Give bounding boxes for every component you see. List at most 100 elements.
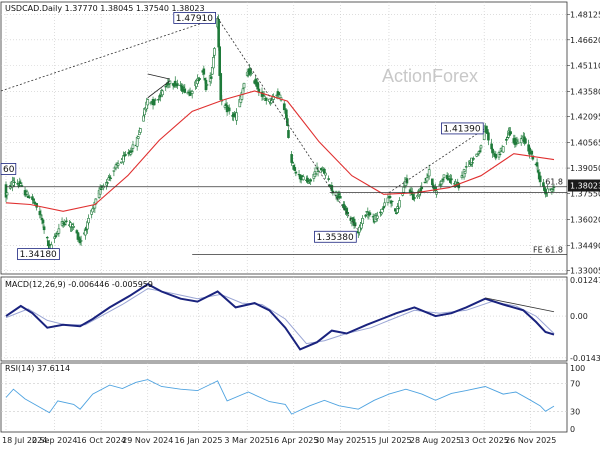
candle-body bbox=[316, 170, 320, 172]
rsi-panel bbox=[5, 379, 555, 415]
last-price-label: 1.38023 bbox=[570, 182, 600, 191]
candle-body bbox=[84, 230, 87, 236]
candle-body bbox=[213, 48, 216, 56]
price-y-tick-label: 1.40565 bbox=[570, 138, 600, 147]
price-annotation-label: 60 bbox=[3, 165, 15, 175]
rsi-y-tick-label: 0 bbox=[570, 425, 575, 434]
x-tick-label: 16 Jan 2025 bbox=[175, 436, 223, 445]
candle-body bbox=[32, 198, 35, 201]
candle-body bbox=[130, 150, 134, 153]
candle-body bbox=[159, 95, 162, 98]
candle-body bbox=[217, 18, 220, 48]
candle-body bbox=[256, 82, 260, 90]
candle-body bbox=[249, 69, 252, 73]
candle-body bbox=[57, 228, 61, 234]
candle-body bbox=[277, 92, 281, 96]
panel-frame-2 bbox=[0, 276, 568, 362]
candle-body bbox=[203, 78, 207, 81]
candle-body bbox=[456, 181, 460, 184]
macd-y-tick-label: -0.014389 bbox=[570, 354, 600, 363]
candle-body bbox=[396, 206, 399, 213]
candle-body bbox=[124, 154, 127, 156]
candle-body bbox=[294, 171, 298, 174]
price-annotation-box bbox=[173, 12, 216, 24]
candle-body bbox=[108, 176, 111, 179]
x-tick-label: 3 Mar 2025 bbox=[224, 436, 270, 445]
candle-body bbox=[383, 202, 387, 207]
candle-body bbox=[501, 146, 505, 153]
candle-body bbox=[285, 109, 288, 119]
moving-average-line bbox=[5, 90, 555, 212]
candle-body bbox=[491, 148, 494, 154]
macd-y-tick-label: 0.012472 bbox=[570, 276, 600, 285]
candle-body bbox=[394, 208, 397, 212]
candle-body bbox=[536, 170, 540, 173]
price-panel: 61.8 FE 61.8 1.47910 1.41390 1.35380 1.34180 6… bbox=[0, 12, 567, 260]
candle-body bbox=[298, 174, 302, 180]
candle-body bbox=[16, 183, 19, 185]
candle-body bbox=[402, 186, 406, 193]
grid-lines bbox=[1, 2, 567, 432]
candle-body bbox=[450, 178, 453, 181]
price-annotation-box bbox=[314, 230, 357, 243]
candle-body bbox=[38, 210, 42, 216]
candle-body bbox=[287, 130, 290, 138]
price-annotation-label: 1.35380 bbox=[316, 233, 353, 243]
price-y-tick-label: 1.43580 bbox=[570, 87, 600, 96]
candle-body bbox=[13, 181, 16, 184]
candle-body bbox=[197, 79, 200, 82]
macd-panel bbox=[5, 283, 555, 351]
rsi-panel-title: RSI(14) 37.6114 bbox=[5, 364, 70, 373]
candle-body bbox=[505, 138, 508, 141]
candle-body bbox=[106, 182, 109, 184]
panel-frame-1 bbox=[0, 1, 568, 275]
candle-body bbox=[99, 188, 103, 191]
candle-body bbox=[457, 182, 461, 189]
candle-body bbox=[314, 173, 318, 176]
trendline-dotted bbox=[0, 17, 218, 92]
price-annotation-label: 1.47910 bbox=[176, 14, 213, 24]
candle-body bbox=[242, 82, 246, 89]
price-panel-title: USDCAD.Daily 1.37770 1.38045 1.37540 1.3… bbox=[5, 4, 205, 13]
candle-body bbox=[127, 152, 131, 155]
candle-body bbox=[361, 218, 364, 224]
candle-body bbox=[198, 78, 201, 80]
candle-body bbox=[218, 46, 221, 76]
candle-body bbox=[69, 222, 72, 228]
price-y-tick-label: 1.46620 bbox=[570, 36, 600, 45]
candle-body bbox=[27, 196, 31, 199]
macd-signal-line bbox=[5, 288, 555, 345]
candle-body bbox=[546, 188, 549, 194]
pattern-line bbox=[147, 73, 171, 80]
candle-body bbox=[538, 175, 542, 182]
candle-body bbox=[528, 147, 531, 155]
candle-body bbox=[364, 214, 367, 217]
level-line-label: FE 61.8 bbox=[533, 246, 563, 255]
candle-body bbox=[447, 176, 451, 179]
price-y-tick-label: 1.36020 bbox=[570, 215, 600, 224]
candle-body bbox=[425, 177, 429, 182]
candle-body bbox=[41, 219, 45, 224]
candle-body bbox=[146, 99, 150, 106]
candle-body bbox=[262, 95, 266, 97]
candle-body bbox=[223, 105, 227, 108]
x-tick-label: 30 May 2025 bbox=[314, 436, 366, 445]
price-annotation-label: 1.34180 bbox=[20, 250, 57, 260]
candle-body bbox=[42, 226, 46, 231]
x-tick-label: 26 Nov 2025 bbox=[505, 436, 556, 445]
candle-body bbox=[112, 170, 116, 172]
candle-body bbox=[423, 181, 427, 183]
price-annotation-label: 1.41390 bbox=[443, 124, 480, 134]
candle-body bbox=[463, 170, 467, 174]
candle-body bbox=[479, 145, 483, 149]
candle-body bbox=[291, 162, 294, 164]
x-tick-label: 28 Aug 2025 bbox=[410, 436, 461, 445]
candle-body bbox=[307, 182, 310, 184]
candle-body bbox=[190, 91, 194, 94]
candle-body bbox=[212, 57, 215, 69]
projection-line-dotted bbox=[388, 128, 486, 193]
candle-body bbox=[358, 226, 361, 233]
candle-body bbox=[476, 153, 480, 155]
candle-body bbox=[227, 107, 231, 112]
candle-body bbox=[309, 179, 312, 182]
